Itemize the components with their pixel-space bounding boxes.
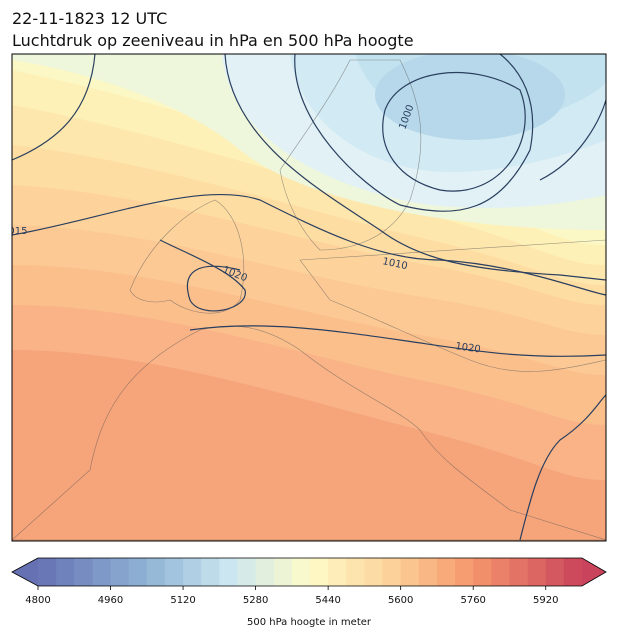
isobar (224, 54, 606, 281)
colorbar-segment (346, 558, 365, 586)
coastline (129, 199, 245, 314)
colorbar-segment (382, 558, 402, 586)
colorbar-segment (509, 558, 529, 586)
title-date: 22-11-1823 12 UTC (12, 9, 167, 28)
colorbar-segment (473, 558, 492, 586)
colorbar-segment (400, 558, 420, 586)
colorbar-segment (455, 558, 474, 586)
isobar (519, 394, 606, 541)
map-frame (11, 53, 607, 542)
colorbar-segment (38, 558, 57, 586)
colorbar-segment (364, 558, 384, 586)
colorbar-segment (255, 558, 275, 586)
isobar (189, 325, 606, 357)
colorbar-segment (527, 558, 547, 586)
colorbar-segment (183, 558, 202, 586)
colorbar-segment (146, 558, 166, 586)
isobar (382, 72, 526, 192)
colorbar-label: 500 hPa hoogte in meter (247, 617, 372, 628)
colorbar-tick-label: 5120 (170, 595, 195, 606)
colorbar-segment (92, 558, 112, 586)
colorbar-segment (545, 558, 565, 586)
colorbar-tick-label: 4800 (25, 595, 50, 606)
colorbar-tick-label: 5920 (533, 595, 558, 606)
colorbar-tick-label: 4960 (98, 595, 123, 606)
colorbar-segment (491, 558, 510, 586)
colorbar-segment (110, 558, 130, 586)
colorbar-tick-label: 5600 (388, 595, 413, 606)
colorbar-segment (164, 558, 184, 586)
colorbar-segment (436, 558, 456, 586)
isobar-label: 1015 (2, 226, 27, 237)
title-description: Luchtdruk op zeeniveau in hPa en 500 hPa… (12, 31, 414, 50)
colorbar-outline (11, 557, 607, 587)
colorbar-segment (201, 558, 220, 586)
coastline (299, 239, 606, 372)
colorbar-segment (291, 558, 311, 586)
colorbar-extend-low (12, 558, 38, 586)
isobar (539, 99, 606, 181)
colorbar-tick-label: 5760 (460, 595, 485, 606)
colorbar-segment (310, 558, 329, 586)
colorbar-extend-high (582, 558, 606, 586)
isobar (12, 193, 606, 296)
colorbar-segment (418, 558, 438, 586)
isobar-label: 1020 (455, 341, 482, 355)
isobar (294, 54, 534, 212)
colorbar-segment (237, 558, 257, 586)
colorbar-tick-label: 5280 (243, 595, 268, 606)
isobar-label: 1010 (381, 256, 408, 272)
isobar (12, 54, 96, 161)
colorbar-tick-label: 5440 (315, 595, 340, 606)
colorbar-segment (563, 558, 583, 586)
colorbar-segment (128, 558, 148, 586)
coastline (12, 325, 606, 541)
height-band (375, 54, 565, 140)
colorbar-segment (56, 558, 75, 586)
colorbar-segment (74, 558, 93, 586)
isobar (159, 239, 246, 312)
colorbar-segment (273, 558, 293, 586)
colorbar: 4800 4960 5120 5280 5440 5600 5760 5920 (11, 557, 607, 606)
colorbar-segment (328, 558, 347, 586)
colorbar-segment (219, 558, 238, 586)
